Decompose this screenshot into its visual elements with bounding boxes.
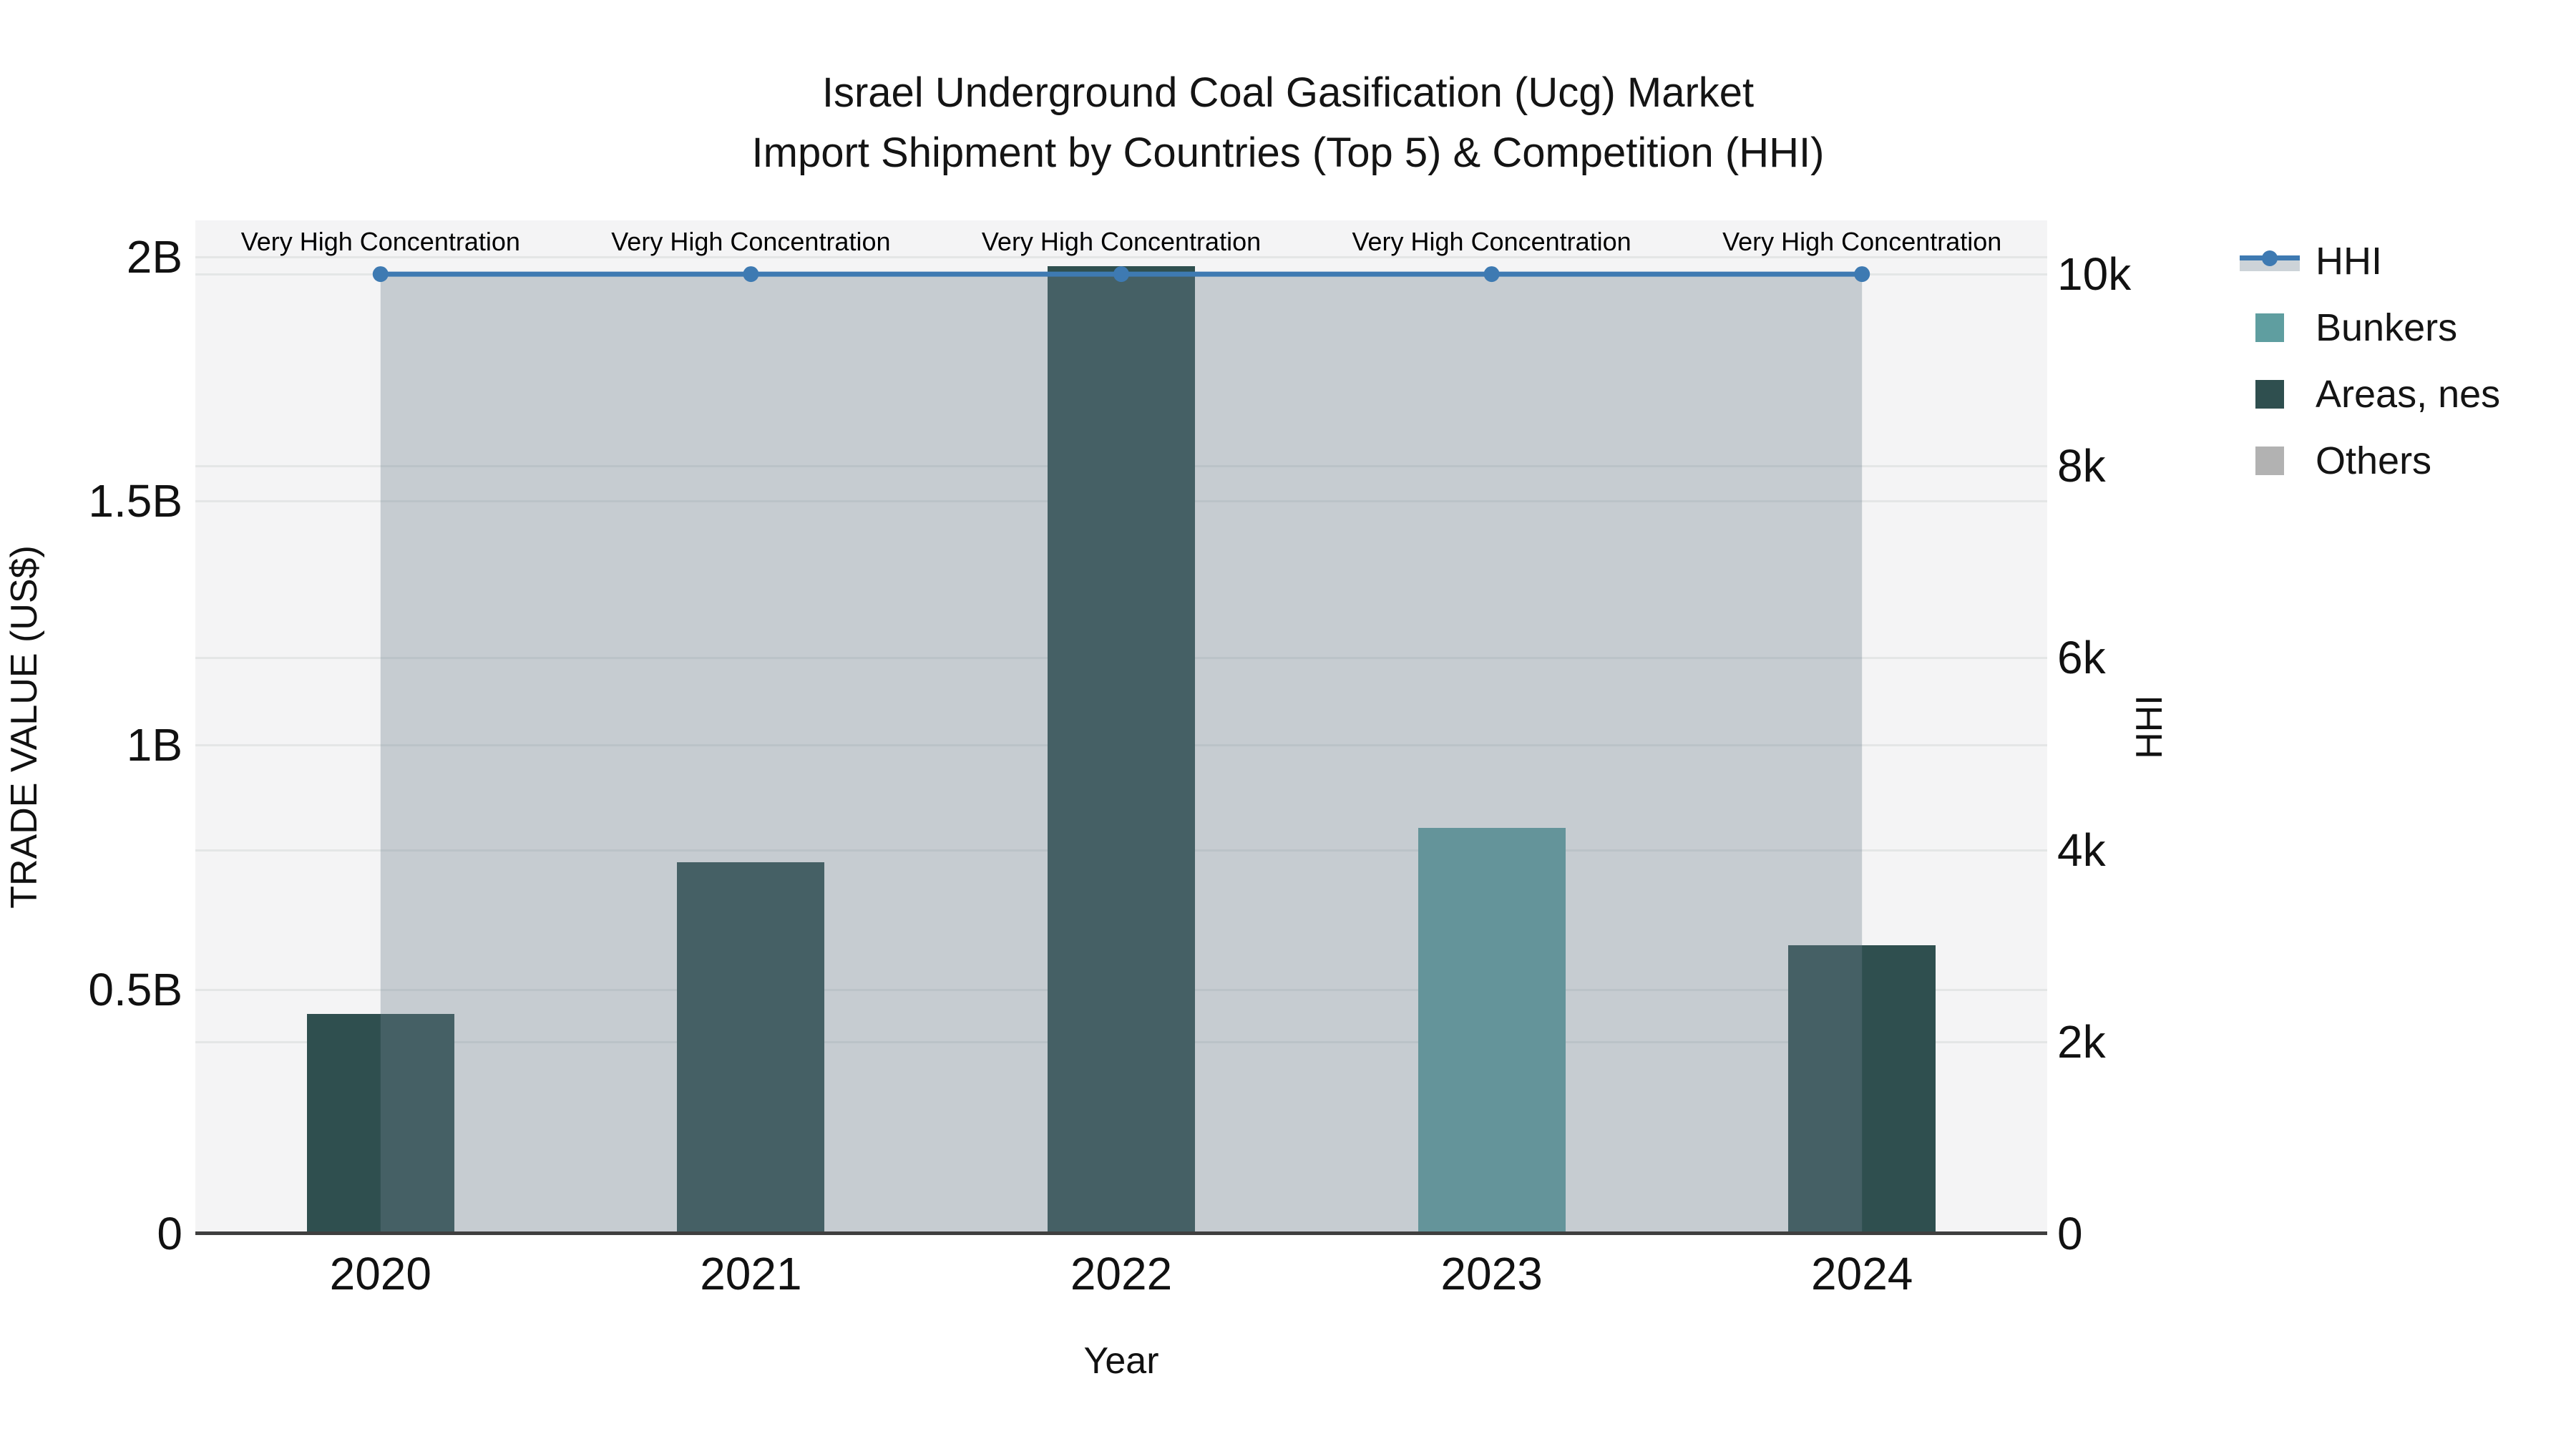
y-left-tick-0.5B: 0.5B <box>88 963 182 1015</box>
chart-title-line-2: Import Shipment by Countries (Top 5) & C… <box>751 130 1825 176</box>
chart-title: Israel Underground Coal Gasification (Uc… <box>0 63 2576 183</box>
hhi-marker-2020[interactable] <box>372 266 389 283</box>
legend-item-areas-nes[interactable]: Areas, nes <box>2240 361 2500 427</box>
chart-title-line-1: Israel Underground Coal Gasification (Uc… <box>821 69 1755 116</box>
legend-item-bunkers[interactable]: Bunkers <box>2240 294 2500 361</box>
y-left-tick-2B: 2B <box>126 230 182 283</box>
legend: HHI Bunkers Areas, nes Others <box>2240 228 2500 494</box>
hhi-marker-2024[interactable] <box>1854 266 1870 283</box>
hhi-layer <box>372 266 1870 1234</box>
annotation-2024: Very High Concentration <box>1722 227 2002 257</box>
hhi-marker-2022[interactable] <box>1113 266 1129 283</box>
annotation-2023: Very High Concentration <box>1352 227 1631 257</box>
x-axis-line <box>195 1231 2047 1235</box>
x-tick-2022: 2022 <box>1070 1248 1173 1299</box>
y-left-tick-1B: 1B <box>126 719 182 771</box>
bunkers-swatch-icon <box>2255 313 2284 342</box>
legend-label-others: Others <box>2316 439 2432 482</box>
x-tick-2020: 2020 <box>329 1248 431 1299</box>
legend-item-others[interactable]: Others <box>2240 427 2500 494</box>
legend-label-bunkers: Bunkers <box>2316 306 2458 349</box>
others-swatch-icon <box>2255 446 2284 475</box>
y-right-tick-0: 0 <box>2057 1208 2083 1259</box>
hhi-marker-2021[interactable] <box>743 266 759 283</box>
annotation-2021: Very High Concentration <box>611 227 891 257</box>
x-tick-2023: 2023 <box>1440 1248 1543 1299</box>
y-right-tick-2k: 2k <box>2057 1015 2106 1068</box>
legend-label-areas-nes: Areas, nes <box>2316 372 2501 416</box>
plot-area <box>195 220 2047 1234</box>
hhi-line-area-icon <box>2240 247 2300 275</box>
axis-title-y-right: HHI <box>2129 695 2170 759</box>
legend-label-hhi: HHI <box>2316 239 2382 283</box>
y-right-tick-10k: 10k <box>2057 248 2132 301</box>
legend-item-hhi[interactable]: HHI <box>2240 228 2500 294</box>
bar-2024[interactable] <box>1788 945 1936 1234</box>
areas-nes-swatch-icon <box>2255 379 2284 409</box>
y-right-tick-4k: 4k <box>2057 824 2106 876</box>
y-right-tick-8k: 8k <box>2057 440 2106 492</box>
gridline <box>195 255 2047 258</box>
annotation-2022: Very High Concentration <box>981 227 1262 257</box>
hhi-marker-glyph <box>2262 250 2278 266</box>
y-left-tick-0: 0 <box>157 1208 182 1259</box>
bar-2021[interactable] <box>677 862 825 1234</box>
annotation-2020: Very High Concentration <box>240 227 520 257</box>
axis-title-y-left: TRADE VALUE (US$) <box>4 545 45 909</box>
bar-2023[interactable] <box>1418 828 1566 1234</box>
y-left-tick-1.5B: 1.5B <box>88 474 182 527</box>
axis-title-x: Year <box>1083 1340 1159 1382</box>
bar-2022[interactable] <box>1048 266 1195 1234</box>
x-tick-2021: 2021 <box>700 1248 802 1299</box>
y-right-tick-6k: 6k <box>2057 632 2106 684</box>
hhi-area <box>380 274 1863 1234</box>
x-tick-2024: 2024 <box>1811 1248 1913 1299</box>
hhi-marker-2023[interactable] <box>1483 266 1500 283</box>
bar-2020[interactable] <box>306 1013 454 1234</box>
